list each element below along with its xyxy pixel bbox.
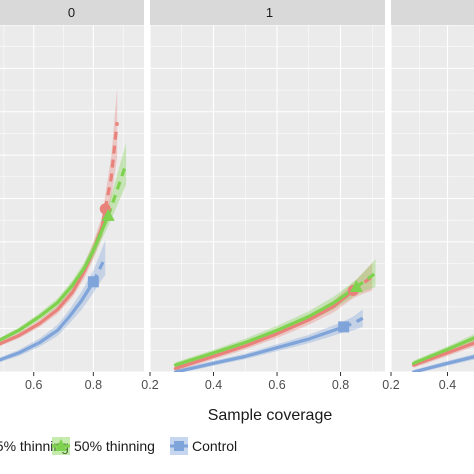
series-line-1 bbox=[173, 285, 359, 367]
facet-strip bbox=[391, 0, 474, 25]
facet-panel-0: 0 bbox=[0, 0, 144, 372]
facet-strip-label: 0 bbox=[68, 5, 75, 20]
series-marker-triangle bbox=[101, 208, 115, 221]
x-tick-label: 0.8 bbox=[85, 378, 102, 392]
series-line-2 bbox=[173, 325, 346, 372]
facet-panel-1: 1 bbox=[150, 0, 385, 372]
series-extrapolation-0 bbox=[103, 121, 119, 210]
series-extrapolation-1 bbox=[106, 163, 128, 217]
facet-strip bbox=[150, 0, 385, 25]
plot-area bbox=[391, 25, 474, 372]
confidence-band-1 bbox=[175, 259, 376, 368]
x-axis-title: Sample coverage bbox=[208, 407, 333, 424]
plot-area bbox=[0, 25, 144, 372]
legend-label: Control bbox=[192, 438, 237, 454]
series-line-0 bbox=[411, 341, 474, 367]
series-line-1 bbox=[0, 214, 110, 342]
legend-entry: 25% thinning bbox=[0, 438, 69, 454]
series-line-2 bbox=[0, 280, 95, 362]
series-marker-triangle bbox=[349, 279, 363, 292]
x-tick-label: 0.4 bbox=[439, 378, 456, 392]
series-line-1 bbox=[411, 336, 474, 365]
facet-panel-2 bbox=[391, 0, 474, 372]
legend-marker-square bbox=[174, 441, 184, 451]
x-tick-label: 0.4 bbox=[205, 378, 222, 392]
x-tick-label: 0.6 bbox=[25, 378, 42, 392]
plot-area bbox=[150, 25, 385, 372]
series-marker-square bbox=[338, 321, 350, 333]
x-tick-label: 0.8 bbox=[332, 378, 349, 392]
series-line-2 bbox=[411, 355, 474, 372]
legend-entry: Control bbox=[170, 437, 237, 455]
series-extrapolation-1 bbox=[355, 271, 377, 289]
legend-marker-triangle bbox=[55, 439, 67, 451]
confidence-band-2 bbox=[175, 309, 363, 372]
x-tick-label: 0.2 bbox=[382, 378, 399, 392]
legend: 25% thinning 50% thinning Control bbox=[0, 437, 237, 455]
series-line-0 bbox=[173, 288, 355, 371]
x-tick-label: 0.2 bbox=[141, 378, 158, 392]
x-axis: 0.6 0.8 0.2 0.4 0.6 0.8 0.2 0.4 bbox=[25, 372, 456, 392]
legend-entry: 50% thinning bbox=[52, 437, 155, 455]
legend-label: 25% thinning bbox=[0, 438, 69, 454]
x-tick-label: 0.6 bbox=[268, 378, 285, 392]
facet-strip bbox=[0, 0, 144, 25]
facet-strip-label: 1 bbox=[266, 5, 273, 20]
confidence-band-2 bbox=[0, 240, 106, 363]
legend-label: 50% thinning bbox=[74, 438, 155, 454]
series-marker-square bbox=[87, 276, 99, 288]
